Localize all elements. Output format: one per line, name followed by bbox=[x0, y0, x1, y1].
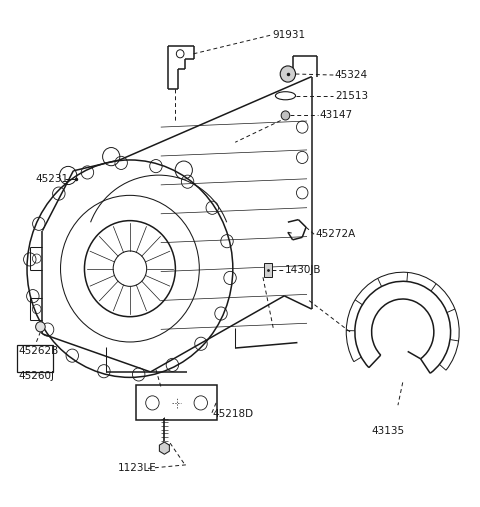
Text: 43147: 43147 bbox=[320, 111, 353, 121]
Text: 91931: 91931 bbox=[273, 30, 306, 40]
Text: 45218D: 45218D bbox=[213, 409, 254, 419]
Text: 43135: 43135 bbox=[372, 426, 405, 437]
Text: 45324: 45324 bbox=[335, 70, 368, 80]
Text: 45262B: 45262B bbox=[19, 346, 59, 355]
Text: 21513: 21513 bbox=[335, 91, 368, 101]
Text: 45272A: 45272A bbox=[316, 229, 356, 239]
Circle shape bbox=[36, 322, 45, 332]
Circle shape bbox=[280, 66, 296, 82]
Text: 45231: 45231 bbox=[35, 174, 68, 184]
Text: 1430JB: 1430JB bbox=[285, 265, 321, 275]
Text: 1123LE: 1123LE bbox=[118, 463, 156, 474]
Text: 45260J: 45260J bbox=[19, 371, 55, 381]
Polygon shape bbox=[159, 442, 169, 454]
Circle shape bbox=[281, 111, 290, 120]
Bar bbox=[264, 263, 272, 277]
Bar bbox=[17, 345, 53, 372]
